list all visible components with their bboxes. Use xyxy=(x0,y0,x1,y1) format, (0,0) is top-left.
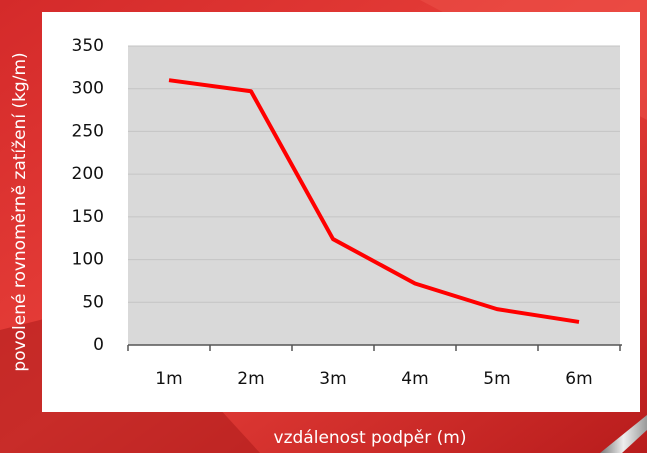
chart: vzdálenost podpěr (m) povolené rovnoměrn… xyxy=(0,0,647,453)
x-tick-label: 3m xyxy=(319,369,346,389)
y-tick-label: 300 xyxy=(72,79,104,99)
y-axis-title: povolené rovnoměrně zatížení (kg/m) xyxy=(10,52,30,371)
y-tick-label: 200 xyxy=(72,164,104,184)
y-tick-label: 50 xyxy=(82,292,104,312)
y-tick-label: 100 xyxy=(72,250,104,270)
x-tick-label: 5m xyxy=(483,369,510,389)
x-tick-label: 2m xyxy=(237,369,264,389)
x-axis-title: vzdálenost podpěr (m) xyxy=(274,428,467,448)
plot-area xyxy=(128,46,620,345)
y-tick-label: 0 xyxy=(93,335,104,355)
x-tick-label: 6m xyxy=(565,369,592,389)
y-tick-label: 150 xyxy=(72,207,104,227)
y-tick-label: 250 xyxy=(72,121,104,141)
y-tick-label: 350 xyxy=(72,36,104,56)
x-tick-label: 4m xyxy=(401,369,428,389)
x-tick-label: 1m xyxy=(155,369,182,389)
